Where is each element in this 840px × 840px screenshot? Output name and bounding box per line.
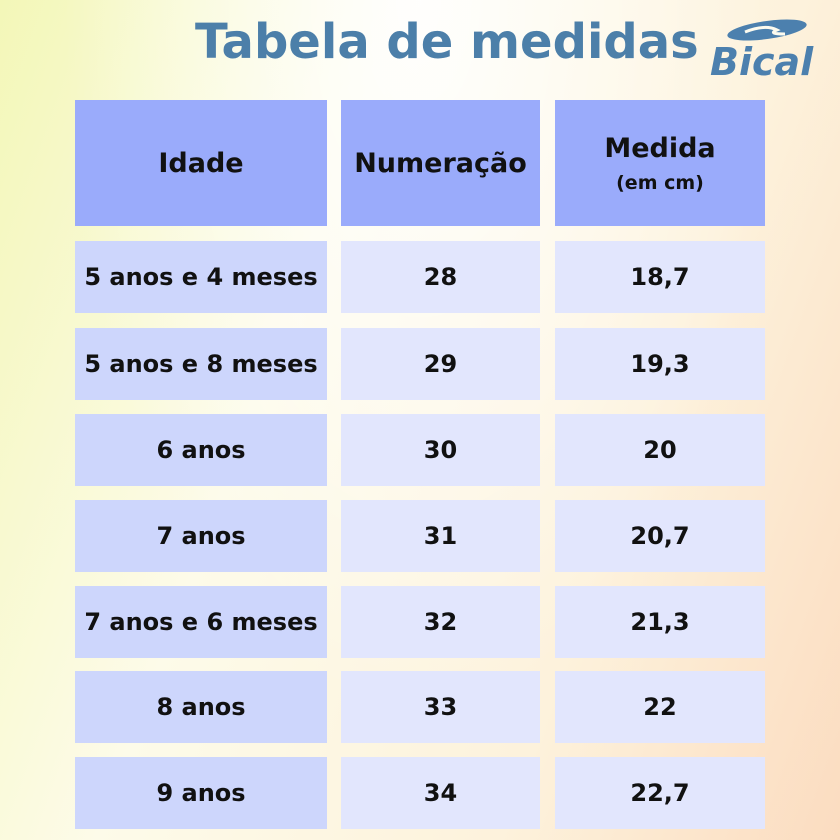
cell-age: 6 anos: [75, 414, 327, 486]
cell-age: 9 anos: [75, 757, 327, 829]
header-measure: Medida (em cm): [555, 100, 765, 226]
cell-measure: 19,3: [555, 328, 765, 400]
cell-size: 31: [341, 500, 540, 572]
cell-measure: 22: [555, 671, 765, 743]
cell-size: 29: [341, 328, 540, 400]
logo-text: Bical: [710, 40, 814, 84]
cell-measure: 22,7: [555, 757, 765, 829]
cell-size: 30: [341, 414, 540, 486]
cell-age: 7 anos: [75, 500, 327, 572]
cell-age: 5 anos e 8 meses: [75, 328, 327, 400]
header-measure-unit: (em cm): [616, 171, 704, 194]
header-size: Numeração: [341, 100, 540, 226]
header-measure-label: Medida: [604, 132, 716, 164]
header-age: Idade: [75, 100, 327, 226]
logo-swoosh-icon: [727, 19, 807, 41]
cell-age: 8 anos: [75, 671, 327, 743]
cell-age: 5 anos e 4 meses: [75, 241, 327, 313]
cell-size: 28: [341, 241, 540, 313]
cell-size: 33: [341, 671, 540, 743]
cell-measure: 21,3: [555, 586, 765, 658]
bical-logo: Bical: [705, 10, 813, 84]
page-title: Tabela de medidas: [195, 14, 699, 70]
cell-age: 7 anos e 6 meses: [75, 586, 327, 658]
cell-measure: 18,7: [555, 241, 765, 313]
cell-size: 32: [341, 586, 540, 658]
cell-size: 34: [341, 757, 540, 829]
cell-measure: 20: [555, 414, 765, 486]
cell-measure: 20,7: [555, 500, 765, 572]
